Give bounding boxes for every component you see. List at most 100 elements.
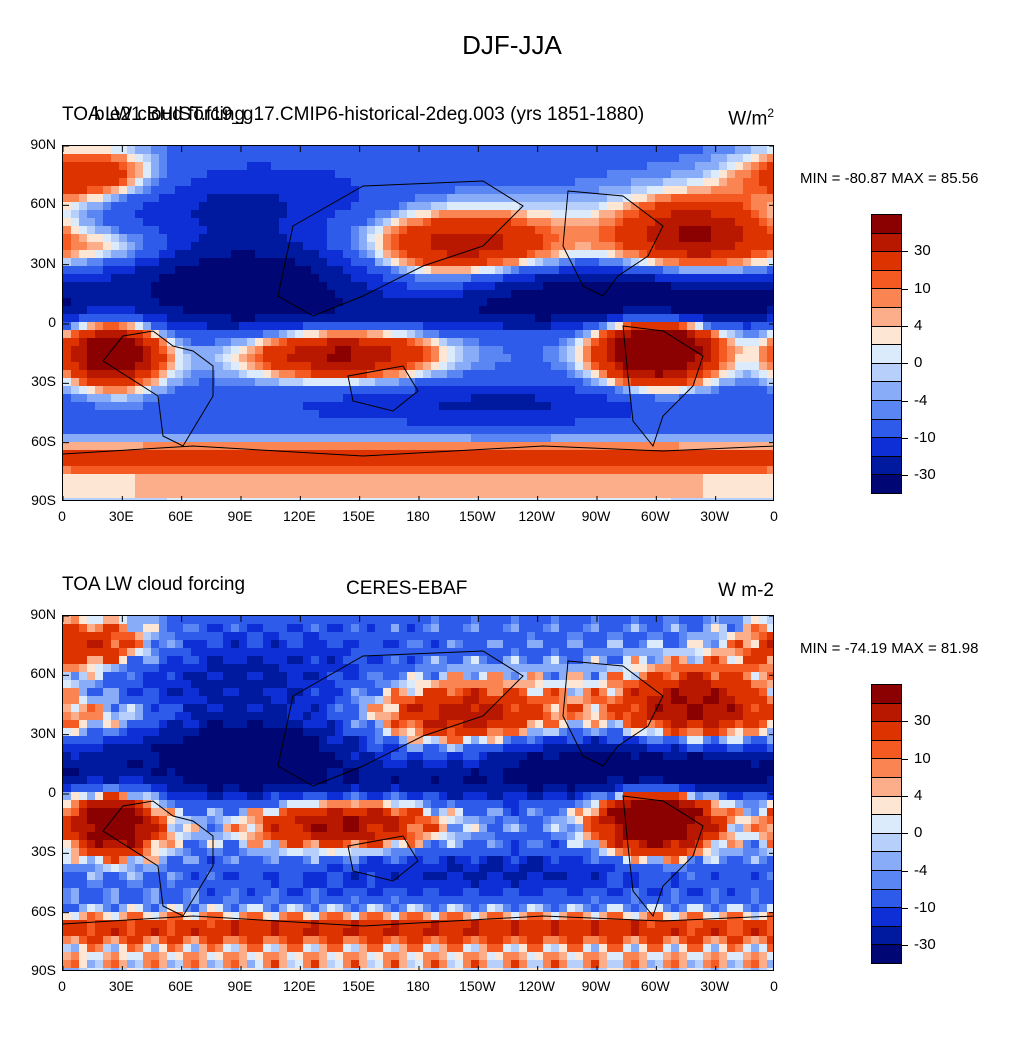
colorbar-tick <box>902 363 908 364</box>
colorbar-tick <box>902 326 908 327</box>
colorbar-label: -10 <box>914 429 936 446</box>
colorbar-swatch <box>872 927 901 946</box>
colorbar-swatch <box>872 215 901 234</box>
colorbar-label: 30 <box>914 712 931 729</box>
colorbar-swatch <box>872 685 901 704</box>
colorbar-swatch <box>872 704 901 723</box>
lat-tick-label: 60S <box>6 903 56 919</box>
colorbar-swatch <box>872 401 901 420</box>
colorbar-tick <box>902 945 908 946</box>
colorbar-swatch <box>872 289 901 308</box>
lon-tick-label: 30E <box>91 978 151 994</box>
lat-tick-label: 30S <box>6 843 56 859</box>
colorbar-swatch <box>872 834 901 853</box>
lon-tick-label: 30W <box>685 508 745 524</box>
lon-tick-label: 120W <box>507 508 567 524</box>
lon-tick-label: 90E <box>210 508 270 524</box>
contour-map <box>63 146 774 501</box>
colorbar-tick <box>902 438 908 439</box>
colorbar-label: 4 <box>914 787 922 804</box>
lon-tick-label: 60E <box>151 508 211 524</box>
colorbar-swatch <box>872 438 901 457</box>
panel-left-title: TOA LW cloud forcing <box>62 574 245 596</box>
lon-tick-label: 60W <box>625 978 685 994</box>
colorbar-swatch <box>872 778 901 797</box>
colorbar-label: -4 <box>914 862 927 879</box>
lat-tick-label: 90S <box>6 962 56 978</box>
colorbar-tick <box>902 289 908 290</box>
colorbar-swatch <box>872 327 901 346</box>
colorbar-swatch <box>872 741 901 760</box>
colorbar-swatch <box>872 308 901 327</box>
colorbar-label: 10 <box>914 750 931 767</box>
lat-tick-label: 0 <box>6 784 56 800</box>
colorbar-swatch <box>872 815 901 834</box>
lon-tick-label: 30E <box>91 508 151 524</box>
colorbar-tick <box>902 871 908 872</box>
lon-tick-label: 0 <box>32 978 92 994</box>
colorbar-label: -30 <box>914 936 936 953</box>
colorbar-label: 10 <box>914 280 931 297</box>
lon-tick-label: 120W <box>507 978 567 994</box>
lon-tick-label: 120E <box>269 508 329 524</box>
colorbar-swatch <box>872 475 901 493</box>
colorbar-swatch <box>872 908 901 927</box>
colorbar-label: -30 <box>914 466 936 483</box>
colorbar-swatch <box>872 722 901 741</box>
colorbar-swatch <box>872 420 901 439</box>
lat-tick-label: 60N <box>6 665 56 681</box>
colorbar-swatch <box>872 759 901 778</box>
map-area <box>62 615 774 971</box>
colorbar-label: 30 <box>914 242 931 259</box>
lat-tick-label: 30N <box>6 255 56 271</box>
panel-titles: TOA LW cloud forcing b.e21.BHIST.f19_g17… <box>62 104 774 130</box>
colorbar-swatch <box>872 234 901 253</box>
lat-tick-label: 0 <box>6 314 56 330</box>
contour-map <box>63 616 774 971</box>
colorbar-swatch <box>872 852 901 871</box>
lon-tick-label: 0 <box>32 508 92 524</box>
lon-tick-label: 150E <box>329 508 389 524</box>
colorbar <box>871 214 902 494</box>
lat-tick-label: 90S <box>6 492 56 508</box>
lon-tick-label: 60W <box>625 508 685 524</box>
lon-tick-label: 150E <box>329 978 389 994</box>
colorbar-swatch <box>872 945 901 963</box>
lon-tick-label: 150W <box>447 978 507 994</box>
lat-tick-label: 90N <box>6 136 56 152</box>
obs-panel: TOA LW cloud forcing CERES-EBAF W m-2 90… <box>0 570 1024 1040</box>
lon-tick-label: 60E <box>151 978 211 994</box>
panel-units: W m-2 <box>718 580 774 602</box>
colorbar-swatch <box>872 252 901 271</box>
lat-tick-label: 30N <box>6 725 56 741</box>
lon-tick-label: 180 <box>388 978 448 994</box>
map-area <box>62 145 774 501</box>
colorbar-tick <box>902 401 908 402</box>
lat-tick-label: 60S <box>6 433 56 449</box>
min-max-label: MIN = -74.19 MAX = 81.98 <box>800 640 978 657</box>
lon-tick-label: 90W <box>566 978 626 994</box>
colorbar-swatch <box>872 364 901 383</box>
colorbar-label: -4 <box>914 392 927 409</box>
colorbar-tick <box>902 759 908 760</box>
colorbar-swatch <box>872 271 901 290</box>
colorbar-swatch <box>872 871 901 890</box>
lon-tick-label: 0 <box>744 978 804 994</box>
colorbar-label: -10 <box>914 899 936 916</box>
colorbar-tick <box>902 251 908 252</box>
lon-tick-label: 120E <box>269 978 329 994</box>
lat-tick-label: 90N <box>6 606 56 622</box>
colorbar-swatch <box>872 345 901 364</box>
colorbar-swatch <box>872 457 901 476</box>
lon-tick-label: 90E <box>210 978 270 994</box>
model-panel: TOA LW cloud forcing b.e21.BHIST.f19_g17… <box>0 100 1024 570</box>
colorbar-swatch <box>872 890 901 909</box>
panel-center-title: b.e21.BHIST.f19_g17.CMIP6-historical-2de… <box>94 104 644 126</box>
colorbar-label: 4 <box>914 317 922 334</box>
lat-tick-label: 60N <box>6 195 56 211</box>
min-max-label: MIN = -80.87 MAX = 85.56 <box>800 170 978 187</box>
panel-center-title: CERES-EBAF <box>346 578 467 600</box>
lon-tick-label: 90W <box>566 508 626 524</box>
colorbar <box>871 684 902 964</box>
lon-tick-label: 180 <box>388 508 448 524</box>
